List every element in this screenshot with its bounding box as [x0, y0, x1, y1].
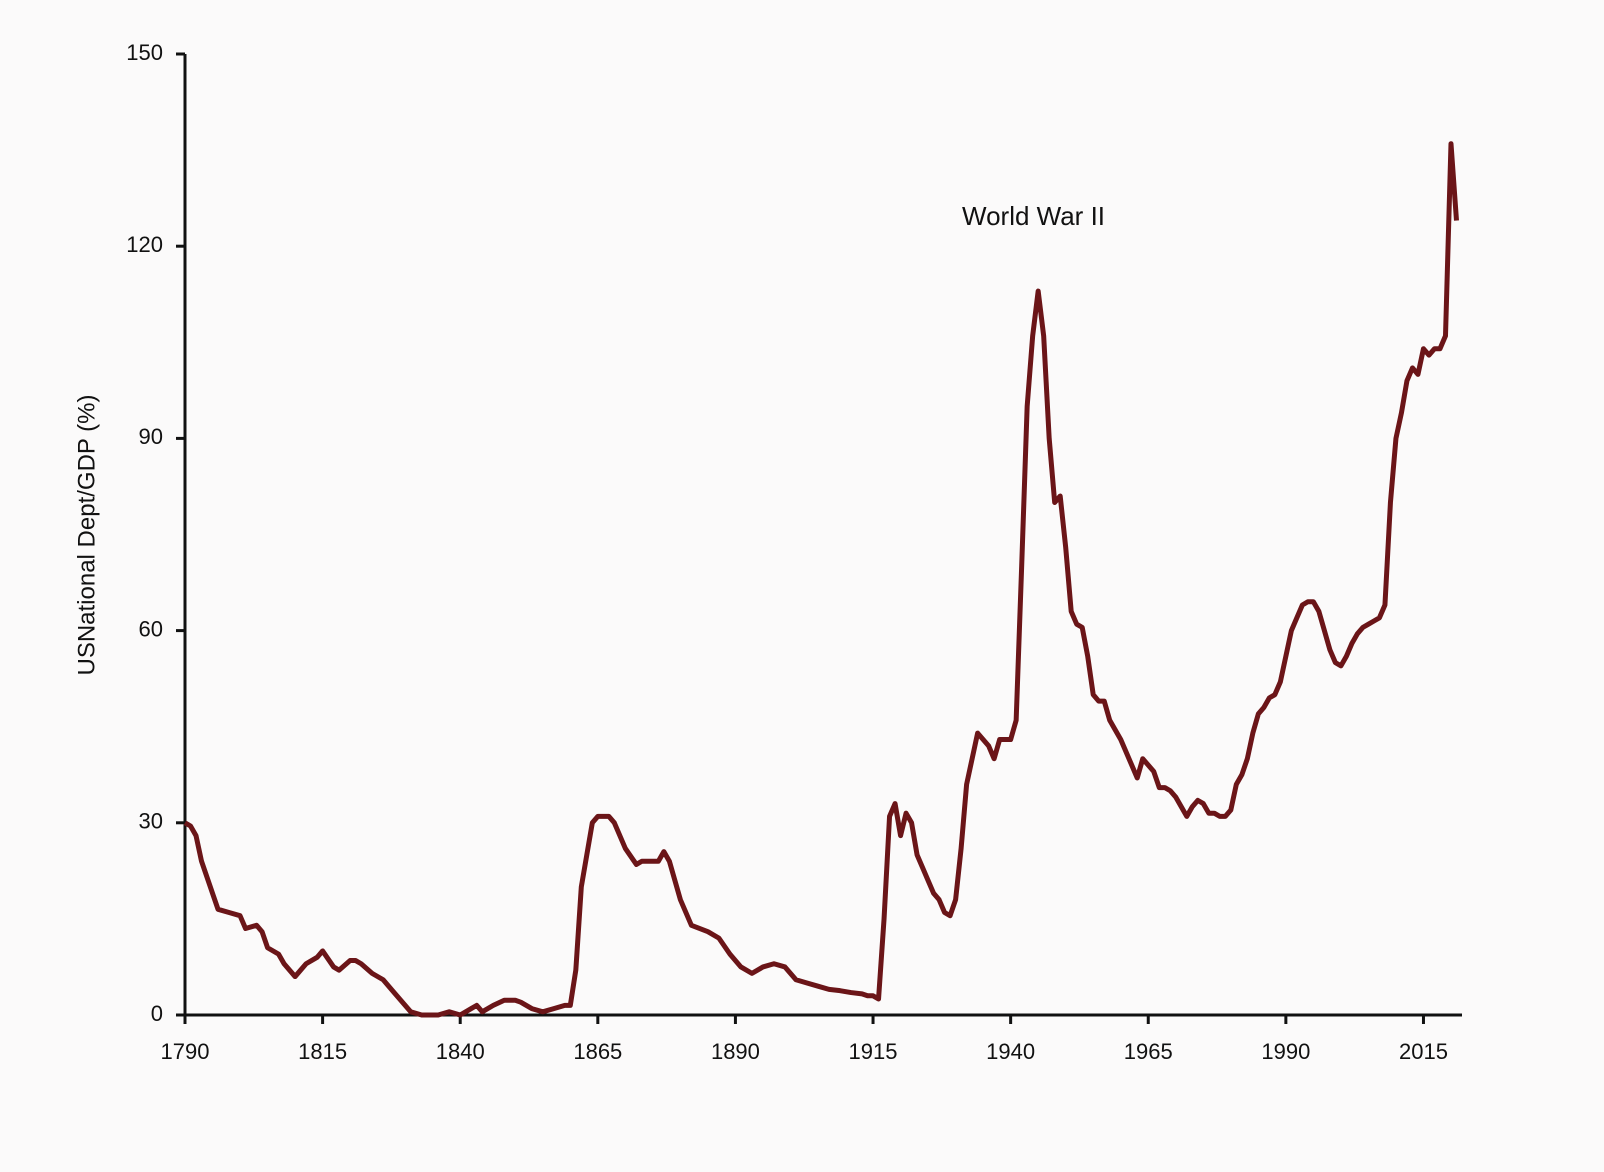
x-tick-label: 1815: [298, 1039, 347, 1064]
data-line: [183, 141, 1459, 1018]
x-tick-label: 2015: [1399, 1039, 1448, 1064]
x-tick-label: 1940: [986, 1039, 1035, 1064]
annotation: World War II: [962, 201, 1105, 231]
y-tick-label: 120: [126, 232, 163, 257]
y-tick-label: 90: [139, 424, 163, 449]
y-axis-label: USNational Dept/GDP (%): [73, 395, 100, 676]
x-tick-label: 1865: [573, 1039, 622, 1064]
x-tick-label: 1790: [161, 1039, 210, 1064]
y-tick-label: 60: [139, 616, 163, 641]
x-tick-label: 1965: [1124, 1039, 1173, 1064]
x-tick-label: 1890: [711, 1039, 760, 1064]
x-tick-label: 1840: [436, 1039, 485, 1064]
y-tick-label: 0: [151, 1001, 163, 1026]
y-tick-label: 150: [126, 40, 163, 65]
x-tick-label: 1915: [849, 1039, 898, 1064]
x-tick-label: 1990: [1261, 1039, 1310, 1064]
y-tick-label: 30: [139, 809, 163, 834]
